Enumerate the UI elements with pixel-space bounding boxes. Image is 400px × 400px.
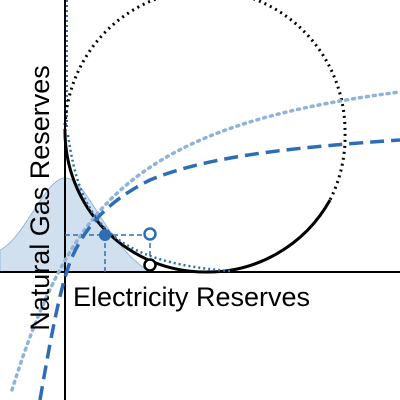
x-axis-label: Electricity Reserves	[73, 282, 310, 312]
circle-solid	[63, 130, 332, 274]
distribution-area	[0, 177, 152, 273]
y-axis-label: Natural Gas Reserves	[25, 65, 55, 331]
point-hollow-blue	[143, 227, 157, 241]
point-hollow-black	[143, 258, 157, 272]
point-filled	[99, 229, 111, 241]
dashed-curve	[38, 138, 400, 400]
light-dotted-curve	[10, 90, 400, 392]
circle-dotted	[63, 0, 347, 201]
